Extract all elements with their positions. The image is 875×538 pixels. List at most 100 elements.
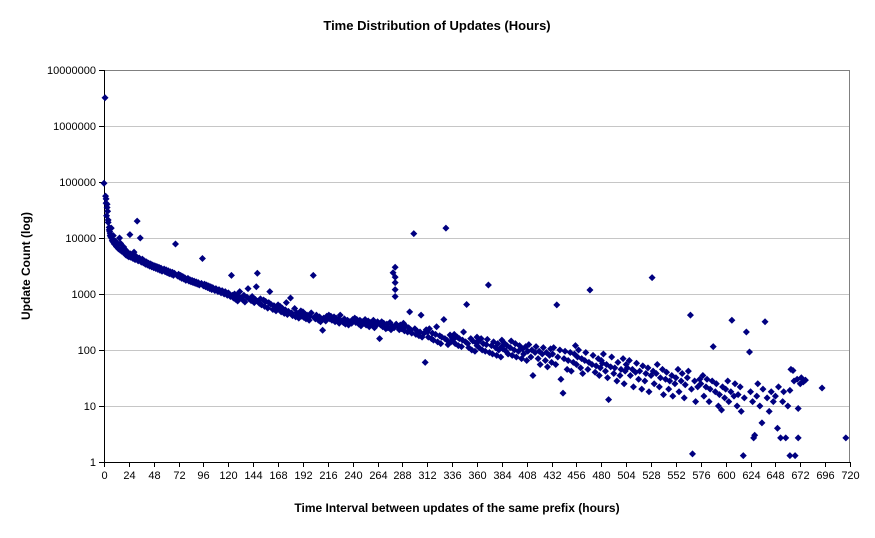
x-tick-label: 672 bbox=[791, 470, 809, 482]
data-point bbox=[801, 376, 809, 384]
data-point bbox=[724, 377, 732, 385]
data-point bbox=[697, 380, 705, 388]
data-point bbox=[494, 340, 502, 348]
data-point bbox=[579, 370, 587, 378]
data-point bbox=[529, 372, 537, 380]
data-point bbox=[586, 286, 594, 294]
data-point bbox=[584, 365, 592, 373]
data-point bbox=[525, 341, 533, 349]
data-point bbox=[109, 232, 117, 240]
x-tick-label: 432 bbox=[543, 470, 561, 482]
data-point bbox=[712, 380, 720, 388]
x-tick-label: 168 bbox=[269, 470, 287, 482]
data-point bbox=[775, 383, 783, 391]
x-tick-label: 288 bbox=[393, 470, 411, 482]
data-point bbox=[483, 335, 491, 343]
data-point bbox=[599, 350, 607, 358]
data-point bbox=[589, 351, 597, 359]
x-tick-label: 24 bbox=[123, 470, 135, 482]
x-tick-label: 720 bbox=[841, 470, 859, 482]
data-point bbox=[684, 367, 692, 375]
data-point bbox=[689, 450, 697, 458]
data-point bbox=[391, 279, 399, 287]
data-point bbox=[244, 285, 252, 293]
data-point bbox=[763, 394, 771, 402]
data-point bbox=[391, 286, 399, 294]
x-tick-label: 96 bbox=[197, 470, 209, 482]
data-point bbox=[692, 398, 700, 406]
data-point bbox=[425, 325, 433, 333]
data-point bbox=[376, 335, 384, 343]
data-point bbox=[653, 361, 661, 369]
data-point bbox=[727, 388, 735, 396]
data-point bbox=[391, 293, 399, 301]
data-point bbox=[133, 217, 141, 225]
data-point bbox=[575, 346, 583, 354]
data-point bbox=[571, 342, 579, 350]
data-point bbox=[536, 361, 544, 369]
data-point bbox=[779, 398, 787, 406]
data-point bbox=[619, 355, 627, 363]
x-tick-label: 504 bbox=[617, 470, 635, 482]
data-point bbox=[616, 372, 624, 380]
data-point bbox=[747, 388, 755, 396]
data-point bbox=[553, 301, 561, 309]
data-point bbox=[623, 364, 631, 372]
x-tick-label: 144 bbox=[244, 470, 262, 482]
chart-title: Time Distribution of Updates (Hours) bbox=[323, 18, 550, 33]
data-point bbox=[437, 340, 445, 348]
data-point bbox=[715, 391, 723, 399]
data-point bbox=[655, 383, 663, 391]
data-point bbox=[421, 358, 429, 366]
data-point bbox=[506, 344, 514, 352]
data-point bbox=[282, 299, 290, 307]
data-point bbox=[227, 271, 235, 279]
data-point bbox=[652, 370, 660, 378]
y-tick-label: 100000 bbox=[59, 177, 96, 189]
data-point bbox=[102, 195, 110, 203]
data-point bbox=[567, 367, 575, 375]
data-point bbox=[740, 394, 748, 402]
data-point bbox=[391, 273, 399, 281]
data-point bbox=[754, 380, 762, 388]
data-point bbox=[633, 359, 641, 367]
x-tick-label: 360 bbox=[468, 470, 486, 482]
data-point bbox=[319, 326, 327, 334]
data-point bbox=[101, 94, 109, 102]
data-point bbox=[786, 386, 794, 394]
data-point bbox=[636, 367, 644, 375]
data-point bbox=[442, 224, 450, 232]
x-tick-label: 624 bbox=[742, 470, 760, 482]
data-point bbox=[124, 249, 132, 257]
data-point bbox=[753, 392, 761, 400]
x-tick-label: 456 bbox=[567, 470, 585, 482]
data-point bbox=[761, 318, 769, 326]
data-point bbox=[683, 374, 691, 382]
data-point bbox=[663, 368, 671, 376]
data-point bbox=[406, 308, 414, 316]
data-point bbox=[564, 356, 572, 364]
data-point bbox=[705, 398, 713, 406]
data-point bbox=[784, 402, 792, 410]
x-tick-label: 48 bbox=[148, 470, 160, 482]
data-point bbox=[136, 234, 144, 242]
plot-dynamic-layer: 1 10 100 1000 10000 100000 1000000 10000000 0 24 4… bbox=[47, 65, 860, 482]
data-point bbox=[658, 365, 666, 373]
data-point bbox=[675, 388, 683, 396]
data-point bbox=[457, 343, 465, 351]
data-point bbox=[477, 335, 485, 343]
y-tick-label: 1000 bbox=[72, 289, 96, 301]
data-point bbox=[391, 263, 399, 271]
data-point bbox=[264, 304, 272, 312]
data-point bbox=[718, 406, 726, 414]
data-point bbox=[253, 269, 261, 277]
data-point bbox=[671, 380, 679, 388]
data-point bbox=[660, 391, 667, 399]
data-point bbox=[309, 271, 317, 279]
data-point bbox=[703, 375, 711, 383]
data-point bbox=[674, 365, 682, 373]
data-point bbox=[552, 361, 560, 369]
x-tick-label: 576 bbox=[692, 470, 710, 482]
x-tick-label: 312 bbox=[418, 470, 436, 482]
